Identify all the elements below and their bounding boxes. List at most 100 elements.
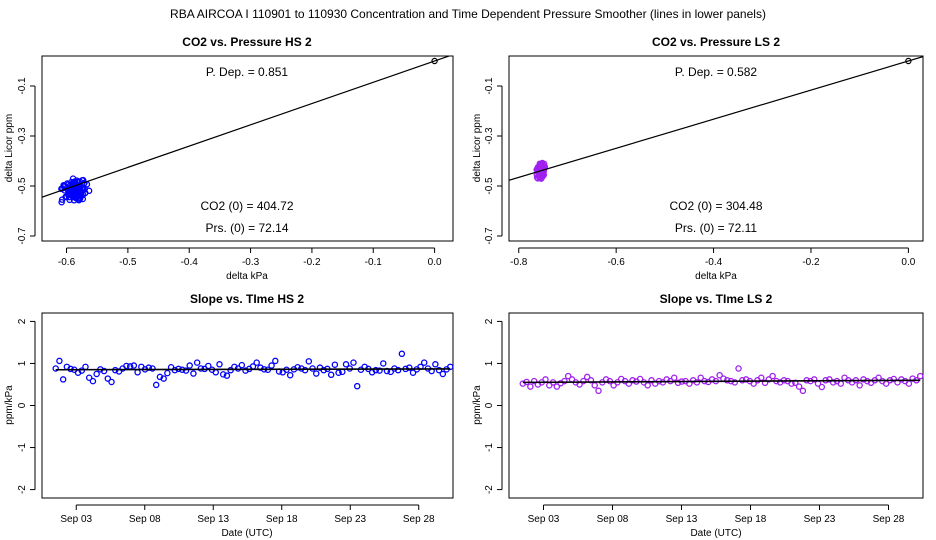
x-axis-label: Date (UTC) [690, 528, 741, 539]
p-dep-annotation: P. Dep. = 0.582 [675, 65, 758, 79]
p-dep-annotation: P. Dep. = 0.851 [206, 65, 289, 79]
x-tick-label: -0.2 [802, 257, 820, 268]
x-axis-label: delta kPa [695, 271, 737, 282]
panel-co2-vs-pressure-ls2: CO2 vs. Pressure LS 2 -0.8 -0.6 -0.4 -0.2 0.… [472, 35, 924, 282]
x-tick-label: Sep 18 [266, 514, 298, 525]
data-point [739, 377, 746, 384]
y-axis: -0.7 -0.5 -0.3 -0.1 [484, 77, 503, 245]
data-point [372, 366, 380, 374]
data-point [538, 162, 546, 170]
data-point [583, 373, 591, 381]
data-point [156, 373, 164, 381]
data-point [342, 361, 350, 368]
data-point [272, 357, 279, 365]
data-point [716, 371, 723, 379]
x-axis-label: delta kPa [226, 271, 268, 282]
y-tick-label: -2 [484, 485, 495, 494]
data-point [670, 374, 678, 381]
plot-frame [508, 312, 924, 499]
data-point [693, 379, 701, 386]
plot-frame [508, 55, 924, 242]
co2-zero-annotation: CO2 (0) = 404.72 [200, 199, 293, 213]
data-point [380, 360, 387, 367]
x-tick-label: -0.5 [119, 257, 137, 268]
data-point [916, 372, 924, 380]
data-point [376, 367, 383, 374]
x-axis: -0.8 -0.6 -0.4 -0.2 0.0 [510, 247, 916, 268]
data-point [553, 383, 561, 390]
data-point [799, 387, 807, 395]
data-point [818, 383, 826, 391]
prs-zero-annotation: Prs. (0) = 72.14 [205, 221, 288, 235]
x-tick-label: Sep 18 [735, 514, 767, 525]
panel-slope-vs-time-hs2: Slope vs. TIme HS 2 Sep 03 Sep 08 Sep 13 Se… [4, 292, 454, 539]
y-tick-label: -0.5 [17, 177, 28, 195]
x-axis: Sep 03 Sep 08 Sep 13 Sep 18 Sep 23 Sep 28 [60, 504, 435, 525]
y-axis-label: ppm/kPa [472, 385, 483, 425]
y-tick-label: -0.5 [484, 177, 495, 195]
y-tick-label: 1 [484, 360, 495, 366]
y-axis: -2 -1 0 1 2 [17, 318, 36, 494]
data-point [67, 185, 75, 193]
x-tick-label: -0.1 [365, 257, 383, 268]
y-tick-label: -0.3 [17, 127, 28, 145]
data-point [62, 193, 69, 201]
x-tick-label: Sep 13 [666, 514, 698, 525]
y-axis-label: delta Licor ppm [4, 114, 15, 182]
x-tick-label: 0.0 [428, 257, 442, 268]
data-point [398, 350, 406, 358]
data-point [56, 357, 63, 365]
data-point [542, 376, 549, 383]
data-point [769, 372, 776, 380]
data-point [409, 369, 417, 376]
data-point [335, 369, 342, 376]
data-point [69, 179, 77, 187]
fit-line [509, 56, 923, 181]
panel-co2-vs-pressure-hs2: CO2 vs. Pressure HS 2 -0.6 -0.5 -0.4 -0.3 -0… [4, 35, 454, 282]
data-point [67, 365, 74, 373]
x-tick-label: Sep 28 [873, 514, 905, 525]
x-tick-label: Sep 13 [197, 514, 229, 525]
data-point [216, 361, 223, 368]
data-point [327, 371, 335, 379]
y-tick-label: -0.3 [484, 127, 495, 145]
data-point [85, 374, 93, 381]
data-point [78, 367, 86, 374]
y-tick-label: 0 [17, 402, 28, 408]
data-point [587, 377, 595, 384]
y-tick-label: -0.1 [484, 77, 495, 95]
data-point [205, 362, 212, 370]
y-tick-label: 1 [17, 360, 28, 366]
x-axis: -0.6 -0.5 -0.4 -0.3 -0.2 -0.1 0.0 [58, 247, 442, 268]
data-point [320, 366, 327, 374]
data-point [104, 375, 112, 382]
x-tick-label: -0.8 [510, 257, 528, 268]
data-point [93, 370, 100, 378]
data-point [890, 375, 897, 383]
data-point [629, 377, 636, 384]
data-layer [52, 350, 454, 390]
x-tick-label: -0.6 [608, 257, 626, 268]
data-point [829, 379, 837, 386]
panel-slope-vs-time-ls2: Slope vs. TIme LS 2 Sep 03 Sep 08 Sep 13 Se… [472, 292, 924, 539]
data-point [406, 364, 413, 371]
data-point [580, 377, 587, 385]
data-point [82, 363, 89, 371]
plot-frame [41, 312, 454, 499]
data-point [59, 376, 67, 383]
data-point [856, 382, 863, 389]
x-tick-label: Sep 03 [528, 514, 560, 525]
data-point [795, 383, 803, 390]
data-point [765, 376, 773, 383]
y-tick-label: -1 [484, 443, 495, 452]
data-point [234, 365, 242, 372]
data-point [152, 381, 160, 389]
x-tick-label: Sep 03 [60, 514, 92, 525]
data-point [305, 358, 313, 365]
data-point [164, 369, 171, 377]
data-point [193, 359, 201, 366]
figure-title: RBA AIRCOA I 110901 to 110930 Concentrat… [170, 7, 766, 21]
smoother-line [522, 379, 921, 384]
data-point [123, 362, 130, 370]
